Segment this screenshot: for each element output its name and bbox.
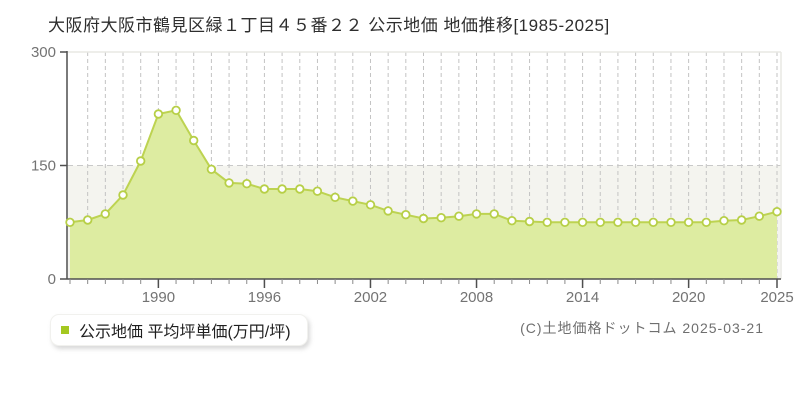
data-point-1999 <box>312 186 323 196</box>
data-point-1996 <box>259 184 270 194</box>
data-point-2011 <box>524 216 535 227</box>
data-point-2002 <box>365 200 376 210</box>
legend-label: 公示地価 平均坪単価(万円/坪) <box>79 324 291 341</box>
data-point-1990 <box>153 109 164 119</box>
data-point-markers <box>65 105 782 227</box>
data-point-2015 <box>595 217 605 227</box>
legend: 公示地価 平均坪単価(万円/坪) <box>50 314 308 346</box>
data-point-1995 <box>242 178 252 189</box>
data-point-2000 <box>330 192 340 202</box>
x-tick-label-2025: 2025 <box>760 289 793 306</box>
data-point-1997 <box>277 184 287 194</box>
data-point-2004 <box>401 209 411 220</box>
y-tick-label: 150 <box>31 158 56 175</box>
data-point-2019 <box>666 217 676 227</box>
data-point-1998 <box>295 184 305 194</box>
x-minor-ticks <box>69 279 778 284</box>
data-point-2020 <box>683 217 694 227</box>
data-point-1985 <box>65 217 75 227</box>
data-point-2024 <box>754 211 764 221</box>
legend-marker-swatch <box>61 326 69 334</box>
data-point-1986 <box>82 215 93 225</box>
x-tick-label-2002: 2002 <box>354 289 387 306</box>
data-point-1994 <box>224 178 234 188</box>
data-point-2013 <box>560 217 570 227</box>
data-point-2025 <box>772 206 782 217</box>
data-point-2014 <box>577 217 588 227</box>
data-point-2008 <box>471 209 482 219</box>
data-point-1992 <box>188 135 199 146</box>
area-fill <box>70 110 777 279</box>
data-point-1989 <box>135 156 146 166</box>
page-title: 大阪府大阪市鶴見区緑１丁目４５番２２ 公示地価 地価推移[1985-2025] <box>48 16 610 35</box>
data-point-1988 <box>118 190 128 200</box>
x-tick-label-2008: 2008 <box>460 289 493 306</box>
data-point-2009 <box>489 209 499 219</box>
data-point-1987 <box>100 209 110 219</box>
data-point-2006 <box>436 212 446 223</box>
data-point-2023 <box>736 215 747 225</box>
x-tick-label-1990: 1990 <box>142 289 175 306</box>
y-tick-label: 300 <box>31 44 56 61</box>
data-point-2012 <box>542 217 552 227</box>
data-point-2003 <box>383 206 393 216</box>
data-point-2005 <box>418 213 429 224</box>
data-point-2018 <box>648 217 658 227</box>
data-point-1991 <box>171 105 181 115</box>
data-point-2010 <box>507 215 517 226</box>
x-tick-label-2014: 2014 <box>566 289 599 306</box>
x-tick-labels: 1990 1996 2002 2008 2014 2020 2025 <box>142 279 794 306</box>
data-point-2022 <box>719 215 729 226</box>
data-point-2001 <box>348 196 358 206</box>
data-point-2021 <box>701 217 711 227</box>
x-tick-label-2020: 2020 <box>672 289 705 306</box>
data-point-2016 <box>613 217 623 227</box>
x-tick-label-1996: 1996 <box>248 289 281 306</box>
y-tick-label: 0 <box>48 271 56 288</box>
data-point-1993 <box>206 164 217 174</box>
y-tick-labels: 0 150 300 <box>31 44 67 288</box>
data-point-2017 <box>630 217 641 227</box>
copyright-text: (C)土地価格ドットコム 2025-03-21 <box>520 320 764 336</box>
price-trend-area-chart: 0 150 300 1990 1996 2002 2008 2014 2020 2025 <box>31 44 794 306</box>
data-point-2007 <box>454 211 464 221</box>
